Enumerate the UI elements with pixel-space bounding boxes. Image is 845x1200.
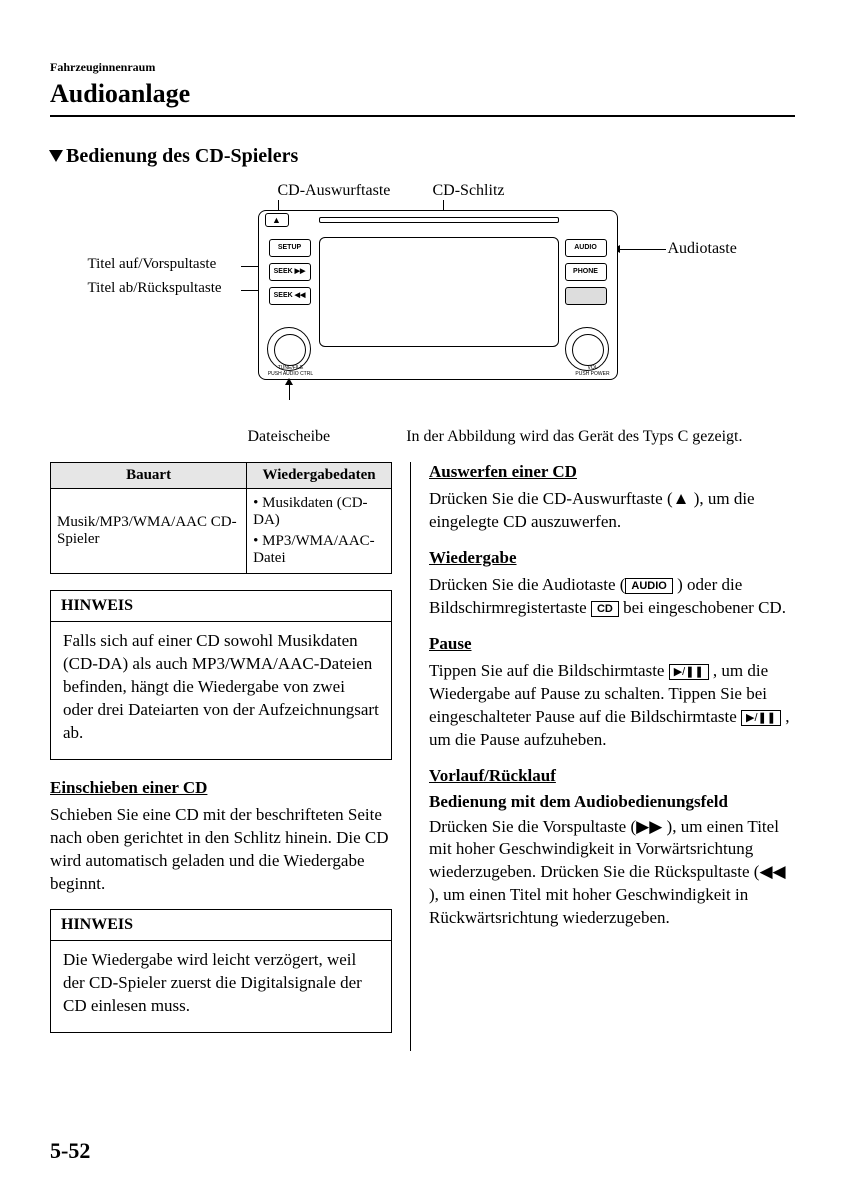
triangle-icon (49, 150, 63, 162)
hinweis-box-1: HINWEIS Falls sich auf einer CD sowohl M… (50, 590, 392, 760)
body-pause: Tippen Sie auf die Bildschirmtaste ▶/❚❚ … (429, 660, 792, 752)
cd-slot (319, 217, 559, 223)
table-cell-type: Musik/MP3/WMA/AAC CD-Spieler (51, 489, 247, 574)
audio-label-icon: AUDIO (625, 578, 672, 594)
table-header-data: Wiedergabedaten (247, 463, 392, 489)
hinweis-title: HINWEIS (51, 910, 391, 941)
hinweis-body: Die Wiedergabe wird leicht verzögert, we… (51, 941, 391, 1032)
hinweis-box-2: HINWEIS Die Wiedergabe wird leicht verzö… (50, 909, 392, 1033)
body-eject-cd: Drücken Sie die CD-Auswurftaste (▲ ), um… (429, 488, 792, 534)
subhead-playback: Wiedergabe (429, 548, 792, 568)
eject-icon: ▲ (673, 489, 690, 508)
subhead-ffwd-rwd: Vorlauf/Rücklauf (429, 766, 792, 786)
arrowhead (285, 378, 293, 385)
label-eject: CD-Auswurftaste (278, 182, 391, 200)
section-title-text: Bedienung des CD-Spielers (66, 145, 298, 167)
header-rule (50, 115, 795, 117)
device-diagram: CD-Auswurftaste CD-Schlitz Audiotaste Ti… (103, 182, 743, 412)
device-body: ▲ SETUP SEEK ▶▶ SEEK ◀◀ AUDIO PHONE TUNE… (258, 210, 618, 380)
play-pause-icon: ▶/❚❚ (741, 710, 781, 726)
body-ffwd-rwd: Drücken Sie die Vorspultaste (▶▶ ), um e… (429, 816, 792, 931)
body-insert-cd: Schieben Sie eine CD mit der beschriftet… (50, 804, 392, 896)
hinweis-body: Falls sich auf einer CD sowohl Musikdate… (51, 622, 391, 759)
body-playback: Drücken Sie die Audiotaste (AUDIO ) oder… (429, 574, 792, 620)
arrow (618, 249, 666, 250)
phone-button: PHONE (565, 263, 607, 281)
caption-type-c: In der Abbildung wird das Gerät des Typs… (406, 428, 742, 446)
device-screen (319, 237, 559, 347)
audio-button: AUDIO (565, 239, 607, 257)
page-number: 5-52 (50, 1138, 90, 1164)
hinweis-title: HINWEIS (51, 591, 391, 622)
header-chapter: Fahrzeuginnenraum (50, 60, 795, 75)
subhead-eject-cd: Auswerfen einer CD (429, 462, 792, 482)
right-knob-label: VOLPUSH POWER (563, 365, 623, 377)
blank-button (565, 287, 607, 305)
seek-back-button: SEEK ◀◀ (269, 287, 311, 305)
left-knob-label: TUNE/FILEPUSH AUDIO CTRL (261, 365, 321, 377)
table-header-type: Bauart (51, 463, 247, 489)
subhead-audio-panel: Bedienung mit dem Audiobedienungsfeld (429, 792, 792, 812)
caption-file-dial: Dateischeibe (248, 428, 331, 446)
diagram-caption-row: Dateischeibe In der Abbildung wird das G… (103, 428, 743, 446)
setup-button: SETUP (269, 239, 311, 257)
table-row: Musik/MP3/WMA/AAC CD-Spieler Musikdaten … (51, 489, 392, 574)
label-slot: CD-Schlitz (433, 182, 505, 200)
list-item: Musikdaten (CD-DA) (253, 493, 385, 531)
label-title-down: Titel ab/Rückspultaste (88, 280, 222, 297)
rewind-icon: ◀◀ (759, 862, 785, 881)
fast-forward-icon: ▶▶ (636, 817, 662, 836)
right-column: Auswerfen einer CD Drücken Sie die CD-Au… (410, 462, 792, 1051)
label-audio: Audiotaste (668, 240, 737, 258)
left-column: Bauart Wiedergabedaten Musik/MP3/WMA/AAC… (50, 462, 410, 1051)
seek-fwd-button: SEEK ▶▶ (269, 263, 311, 281)
section-title: Bedienung des CD-Spielers (50, 145, 795, 168)
playback-table: Bauart Wiedergabedaten Musik/MP3/WMA/AAC… (50, 462, 392, 574)
cd-label-icon: CD (591, 601, 619, 617)
subhead-insert-cd: Einschieben einer CD (50, 778, 392, 798)
header-section: Audioanlage (50, 79, 795, 109)
list-item: MP3/WMA/AAC-Datei (253, 531, 385, 569)
play-pause-icon: ▶/❚❚ (669, 664, 709, 680)
subhead-pause: Pause (429, 634, 792, 654)
label-title-up: Titel auf/Vorspultaste (88, 256, 217, 273)
content-columns: Bauart Wiedergabedaten Musik/MP3/WMA/AAC… (50, 462, 795, 1051)
table-cell-data: Musikdaten (CD-DA) MP3/WMA/AAC-Datei (247, 489, 392, 574)
eject-button: ▲ (265, 213, 289, 227)
